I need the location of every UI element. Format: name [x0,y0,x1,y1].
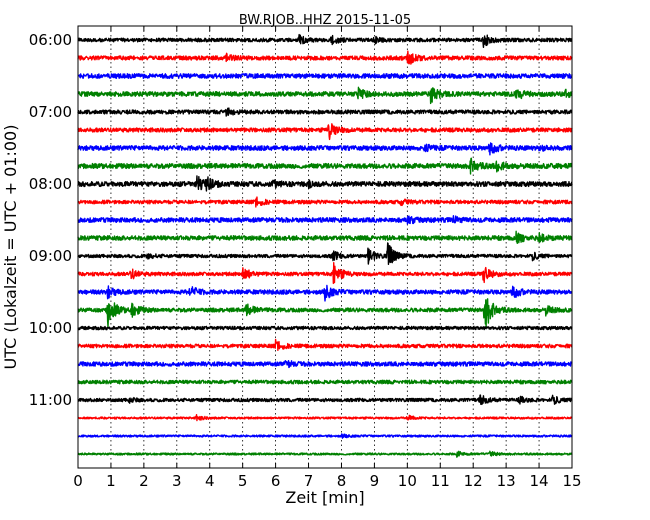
trace-line [77,230,573,244]
x-tick-label: 12 [464,472,483,490]
x-tick-label: 10 [398,472,417,490]
plot-frame [77,25,573,469]
traces [77,33,573,458]
trace-line [77,262,573,285]
trace-line [77,360,573,369]
x-tick-label: 2 [139,472,149,490]
y-tick-label: 10:00 [29,319,72,337]
trace-line [77,325,573,331]
y-axis-label: UTC (Lokalzeit = UTC + 01:00) [1,125,20,370]
y-tick-label: 07:00 [29,103,72,121]
x-tick-label: 14 [530,472,549,490]
trace-line [77,50,573,65]
trace-line [77,33,573,49]
x-tick-label: 13 [497,472,516,490]
trace-line [77,142,573,156]
trace-line [77,413,573,422]
trace-line [77,215,573,225]
trace-line [77,379,573,385]
y-tick-label: 06:00 [29,31,72,49]
trace-line [77,157,573,175]
trace-line [77,450,573,458]
x-tick-label: 5 [238,472,248,490]
y-tick-label: 08:00 [29,175,72,193]
y-tick-label: 11:00 [29,391,72,409]
x-tick-label: 8 [337,472,347,490]
trace-line [77,175,573,192]
y-tick-label: 09:00 [29,247,72,265]
chart-title: BW.RJOB..HHZ 2015-11-05 [239,13,411,28]
x-tick-label: 1 [106,472,116,490]
trace-line [77,284,573,302]
y-axis: 06:00 07:00 08:00 09:00 10:00 11:00 [29,31,572,409]
x-tick-label: 11 [431,472,450,490]
x-tick-label: 6 [271,472,281,490]
trace-line [77,123,573,141]
trace-line [77,433,573,439]
x-tick-label: 0 [73,472,83,490]
trace-line [77,298,573,328]
x-tick-label: 15 [562,472,581,490]
x-tick-label: 7 [304,472,314,490]
x-axis-label: Zeit [min] [285,488,364,507]
grid [110,26,540,468]
x-tick-label: 9 [370,472,380,490]
trace-line [77,394,573,406]
trace-line [77,73,573,79]
x-tick-label: 3 [172,472,182,490]
trace-line [77,196,573,208]
x-tick-label: 4 [205,472,215,490]
trace-line [77,107,573,117]
trace-line [77,242,573,266]
trace-line [77,86,573,105]
trace-line [77,338,573,352]
x-axis: 0 1 2 3 4 5 6 7 8 9 10 11 12 13 14 15 [73,26,582,490]
